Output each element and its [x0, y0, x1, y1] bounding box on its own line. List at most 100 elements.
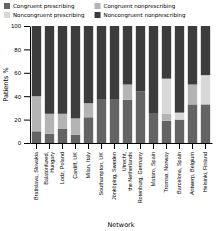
bar: [136, 92, 145, 143]
y-tick-mark: [24, 143, 30, 144]
x-tick-label: Barcelona, Spain: [176, 152, 182, 194]
bar: [110, 26, 119, 100]
x-tick: Mataro, Spain: [150, 143, 156, 186]
x-axis-title: Network: [107, 221, 134, 229]
y-tick: 80: [14, 47, 30, 53]
bar: [32, 26, 41, 96]
x-tick-label: Milan, Italy: [85, 152, 91, 179]
bar: [71, 118, 80, 134]
bar: [149, 26, 158, 114]
bar: [123, 85, 132, 100]
x-tick-mark: [101, 143, 102, 149]
bar: [45, 134, 54, 143]
legend-label: Noncongruent nonprescribing: [104, 12, 186, 19]
x-tick: Tromsø, Norway: [163, 143, 169, 192]
bar: [188, 104, 197, 143]
legend-item: Congruent prescribing: [4, 3, 74, 10]
x-tick-label: Bratislava, Slovakia: [33, 151, 39, 200]
x-tick: Southampton, UK: [98, 143, 104, 195]
bar: [175, 120, 184, 143]
bar: [58, 129, 67, 143]
y-axis-line: [30, 27, 31, 144]
bar: [97, 26, 106, 100]
x-tick: Jönköping, Sweden: [111, 143, 117, 200]
x-tick-label: Cardiff, UK: [72, 152, 78, 179]
y-tick: 20: [14, 117, 30, 123]
x-tick: Antwerp, Belgium: [189, 143, 195, 195]
x-tick-label: Tromsø, Norway: [163, 152, 169, 193]
bar: [201, 75, 210, 104]
y-tick: 0: [18, 140, 30, 146]
y-tick-label: 60: [14, 70, 21, 76]
x-tick: Lodz, Poland: [59, 143, 65, 184]
bar: [123, 100, 132, 143]
x-tick-mark: [166, 143, 167, 149]
y-tick-mark: [24, 26, 30, 27]
x-tick-mark: [36, 143, 37, 149]
x-tick-label: Lodz, Poland: [59, 152, 65, 184]
x-tick: Cardiff, UK: [72, 143, 78, 179]
legend-item: Noncongruent prescribing: [4, 12, 85, 19]
x-tick-mark: [140, 143, 141, 149]
bar-series: [32, 26, 210, 118]
y-tick: 100: [11, 23, 30, 29]
x-tick-label: Mataro, Spain: [150, 152, 156, 186]
bar: [149, 114, 158, 143]
legend-swatch: [4, 12, 10, 18]
bar: [45, 114, 54, 134]
bar: [32, 96, 41, 131]
x-tick-mark: [49, 143, 50, 149]
x-tick-mark: [114, 143, 115, 149]
y-tick: 40: [14, 94, 30, 100]
y-tick-label: 40: [14, 94, 21, 100]
x-tick-mark: [153, 143, 154, 149]
bar: [84, 117, 93, 143]
bar: [162, 79, 171, 114]
legend-swatch: [95, 12, 101, 18]
x-tick-label: Southampton, UK: [98, 152, 104, 196]
bar: [84, 103, 93, 117]
bar: [162, 121, 171, 143]
legend-item: Noncongruent nonprescribing: [95, 12, 186, 19]
bar: [58, 114, 67, 129]
bar: [71, 26, 80, 118]
plot-area: [32, 26, 210, 143]
x-tick: Bratislava, Slovakia: [33, 143, 39, 200]
bar: [188, 26, 197, 85]
bar: [136, 26, 145, 92]
y-tick-mark: [24, 120, 30, 121]
bar: [58, 26, 67, 114]
y-tick-mark: [24, 96, 30, 97]
x-tick: Balatonfured,Hungary: [43, 143, 55, 185]
bar: [45, 26, 54, 114]
x-tick-mark: [205, 143, 206, 149]
bar: [188, 85, 197, 105]
x-axis-line: [31, 143, 213, 144]
x-tick: Rotenburg, Germany: [137, 143, 143, 203]
x-tick-mark: [62, 143, 63, 149]
x-tick-mark: [75, 143, 76, 149]
legend-label: Congruent nonprescribing: [104, 3, 176, 10]
bar: [84, 26, 93, 103]
bar: [123, 26, 132, 85]
legend: Congruent prescribing Congruent nonprescr…: [4, 3, 185, 19]
legend-label: Noncongruent prescribing: [13, 12, 85, 19]
x-tick-label: Antwerp, Belgium: [189, 152, 195, 196]
bar: [110, 100, 119, 143]
y-tick-mark: [24, 49, 30, 50]
x-tick-mark: [127, 143, 128, 149]
bar: [71, 135, 80, 143]
legend-swatch: [4, 3, 10, 9]
legend-item: Congruent nonprescribing: [95, 3, 176, 10]
bar: [162, 114, 171, 121]
bar: [201, 26, 210, 75]
x-tick-mark: [88, 143, 89, 149]
y-tick-label: 20: [14, 117, 21, 123]
bar: [201, 104, 210, 143]
x-tick-label: Rotenburg, Germany: [137, 152, 143, 204]
x-tick: Helsinki, Finland: [202, 143, 208, 192]
y-tick-label: 0: [18, 140, 22, 146]
x-tick-label: Helsinki, Finland: [202, 152, 208, 192]
bar: [175, 26, 184, 113]
bar: [162, 26, 171, 79]
